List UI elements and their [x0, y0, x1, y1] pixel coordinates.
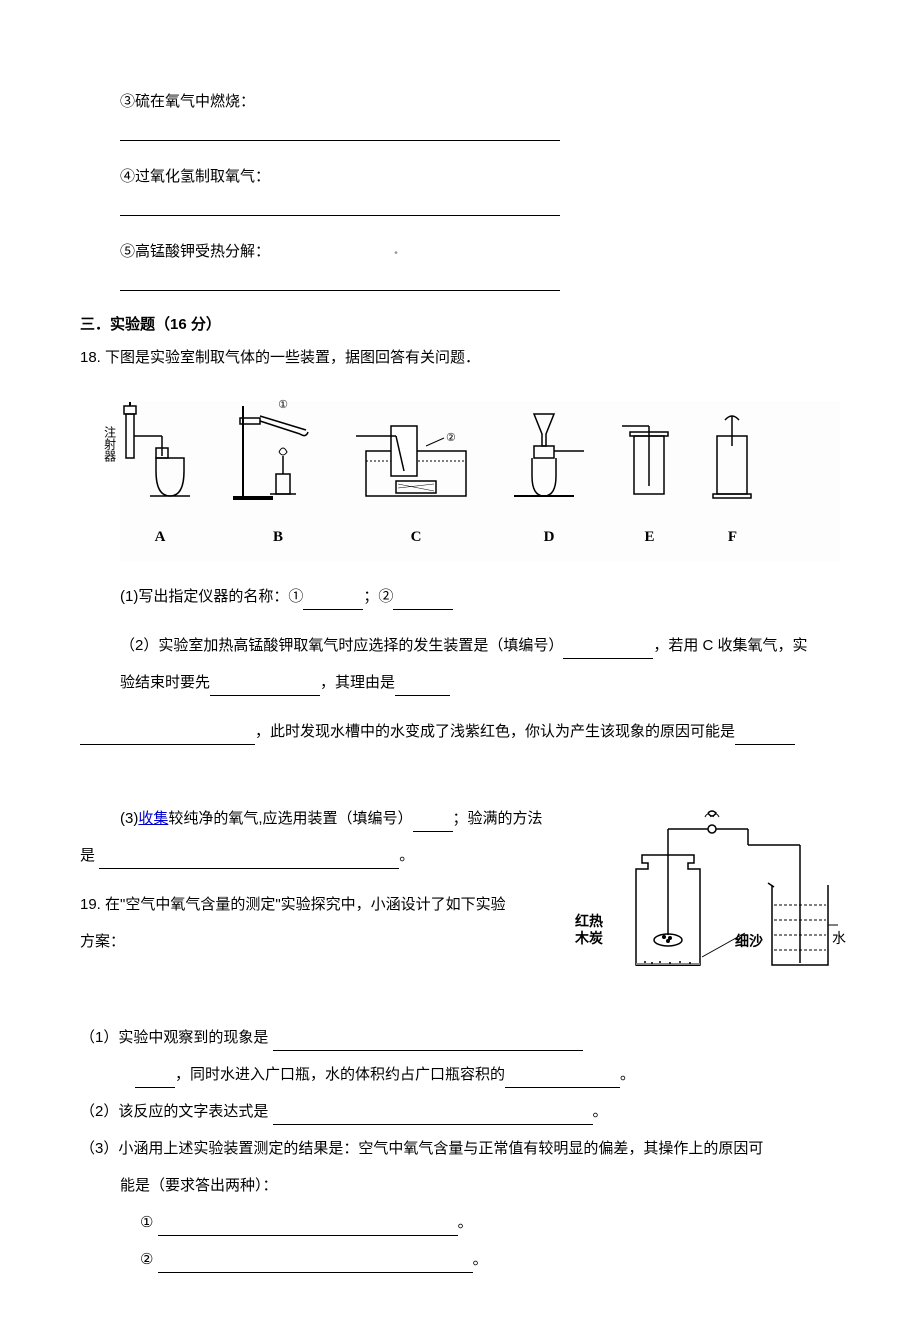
q18-2: （2）实验室加热高锰酸钾取氧气时应选择的发生装置是（填编号），若用 C 收集氧气… [120, 632, 840, 659]
item-5-line [120, 265, 840, 291]
q19-3-2: ② 。 [140, 1246, 840, 1273]
svg-text:②: ② [446, 432, 456, 444]
item-3: ③硫在氧气中燃烧： [120, 88, 840, 115]
apparatus-B: ① B [228, 396, 328, 551]
q18-intro: 18. 下图是实验室制取气体的一些装置，据图回答有关问题． [80, 344, 840, 371]
item-4: ④过氧化氢制取氧气： [120, 163, 840, 190]
item-5: ⑤高锰酸钾受热分解： • [120, 238, 840, 265]
apparatus-diagram: 注射器 A ① B [120, 401, 840, 561]
apparatus-C: ② C [356, 396, 476, 551]
q18-1: (1)写出指定仪器的名称：①；② [120, 583, 840, 610]
item-3-line [120, 115, 840, 141]
q18-2-cont: 验结束时要先，其理由是 [120, 669, 840, 696]
q19-2: （2）该反应的文字表达式是 。 [80, 1098, 840, 1125]
q19-figure: 红热 木炭 细沙 水 [580, 805, 840, 1014]
collect-link[interactable]: 收集 [138, 810, 168, 827]
item-4-text: ④过氧化氢制取氧气： [120, 168, 270, 185]
apparatus-F: F [705, 396, 760, 551]
apparatus-D: D [504, 396, 594, 551]
item-4-line [120, 190, 840, 216]
item-3-text: ③硫在氧气中燃烧： [120, 93, 255, 110]
q19-1: （1）实验中观察到的现象是 [80, 1024, 840, 1051]
section-3-title: 三．实验题（16 分） [80, 311, 840, 338]
q19-1b: ，同时水进入广口瓶，水的体积约占广口瓶容积的。 [135, 1061, 840, 1088]
apparatus-A: 注射器 A [120, 396, 200, 551]
q19-3: （3）小涵用上述实验装置测定的结果是：空气中氧气含量与正常值有较明显的偏差，其操… [80, 1135, 840, 1162]
svg-text:①: ① [278, 399, 288, 411]
apparatus-E: E [622, 396, 677, 551]
q19-3b: 能是（要求答出两种）： [120, 1172, 840, 1199]
item-5-text: ⑤高锰酸钾受热分解： [120, 243, 270, 260]
q18-2-cont2: ，此时发现水槽中的水变成了浅紫红色，你认为产生该现象的原因可能是 [0, 718, 920, 745]
q19-3-1: ① 。 [140, 1209, 840, 1236]
